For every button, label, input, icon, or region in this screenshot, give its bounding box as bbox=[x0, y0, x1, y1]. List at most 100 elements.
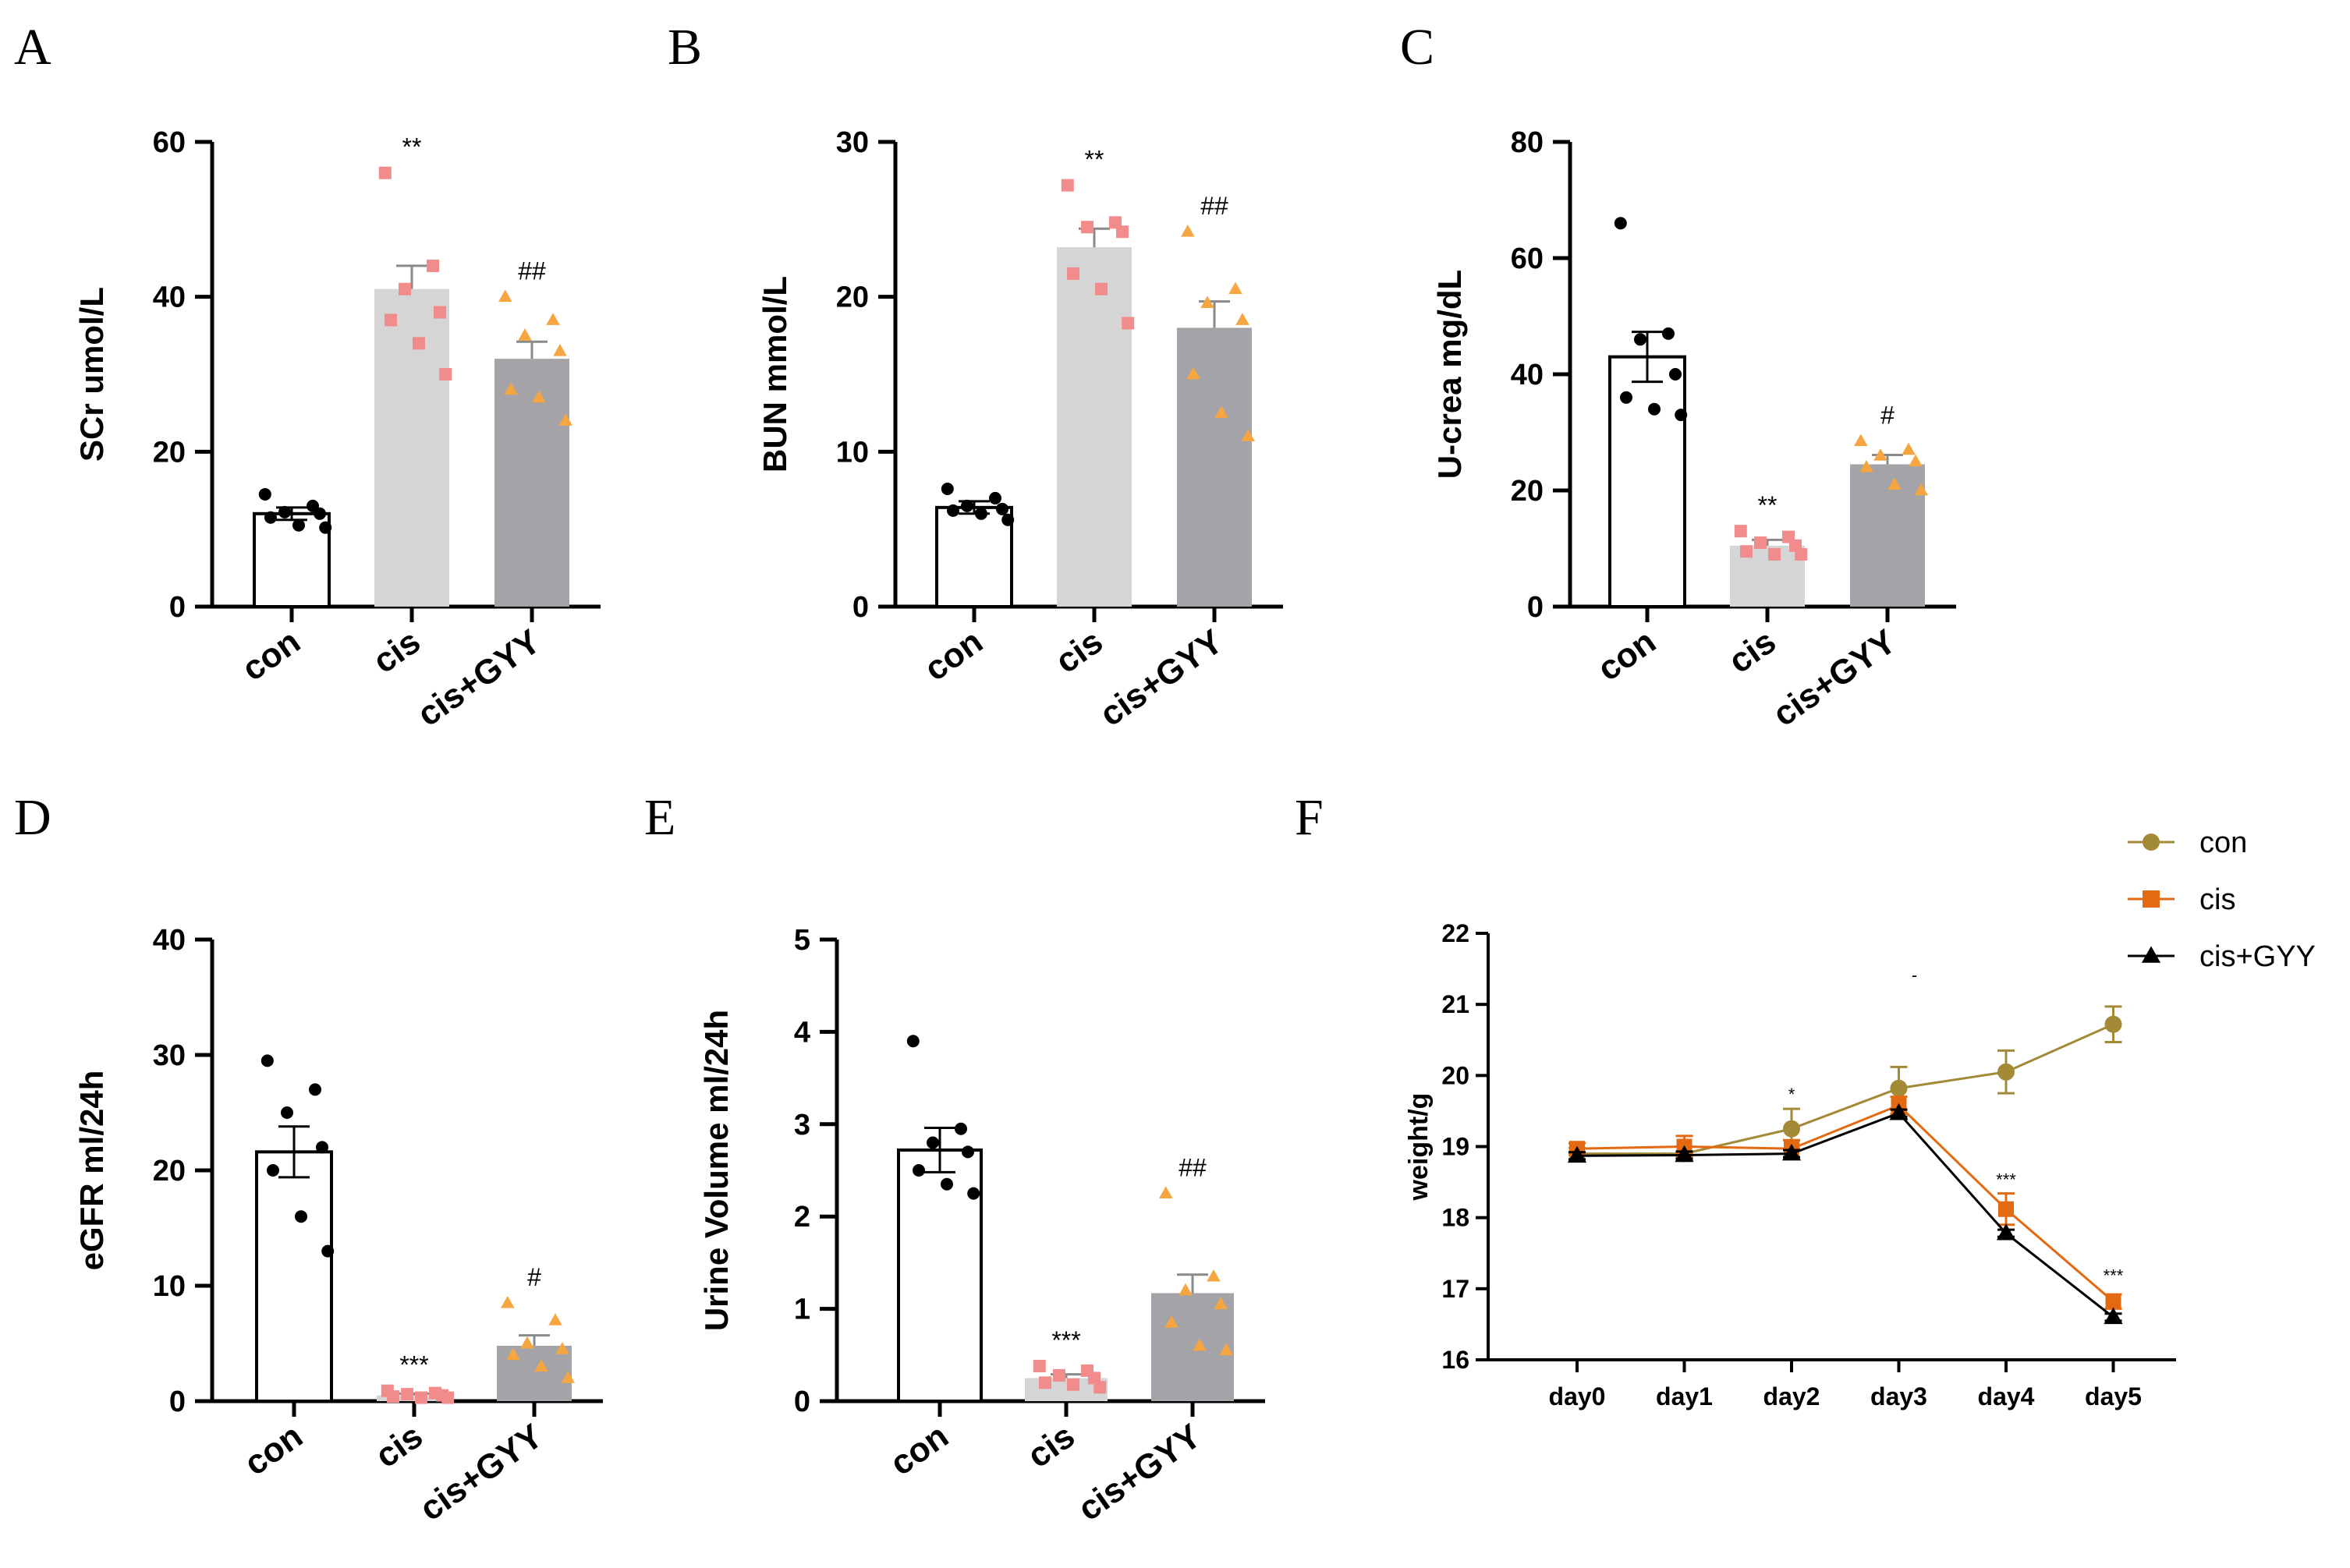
data-point bbox=[1053, 1368, 1065, 1382]
data-point bbox=[1675, 409, 1688, 422]
significance-label: ** bbox=[1085, 146, 1104, 174]
significance-label: * bbox=[1788, 1085, 1795, 1104]
panel-d: D 0 10 20 30 40 eGFR ml/24h con *** cis # cis+GYY bbox=[14, 789, 603, 1528]
data-point bbox=[1620, 391, 1632, 404]
x-category-label: con bbox=[884, 1417, 955, 1483]
data-point bbox=[1179, 1283, 1193, 1296]
data-point bbox=[385, 313, 397, 327]
y-tick-label: 3 bbox=[794, 1109, 810, 1141]
data-point bbox=[1067, 267, 1079, 280]
x-category-label: cis+GYY bbox=[410, 622, 547, 734]
data-point bbox=[434, 306, 446, 319]
data-point bbox=[548, 1313, 562, 1326]
x-category-label: con bbox=[1591, 622, 1663, 688]
significance-label: ## bbox=[518, 257, 546, 285]
bar-con bbox=[897, 1148, 983, 1403]
data-point bbox=[1200, 296, 1214, 309]
data-point bbox=[378, 166, 392, 179]
x-category-label: cis bbox=[1722, 622, 1783, 681]
bar-con bbox=[255, 1150, 333, 1403]
data-point bbox=[1039, 1376, 1051, 1389]
data-point bbox=[321, 1244, 335, 1258]
data-point bbox=[261, 1054, 274, 1067]
data-point bbox=[1873, 448, 1887, 461]
data-point bbox=[1193, 1338, 1207, 1351]
data-point bbox=[1219, 1343, 1233, 1356]
data-point bbox=[1164, 1315, 1179, 1328]
data-point bbox=[546, 313, 560, 325]
data-point bbox=[264, 511, 277, 524]
significance-label: *** bbox=[1051, 1326, 1080, 1354]
y-axis-label: U-crea mg/dL bbox=[1431, 270, 1468, 479]
panel-letter: F bbox=[1295, 789, 1324, 846]
y-axis-label: eGFR ml/24h bbox=[73, 1071, 110, 1271]
panel-b: B 0 10 20 30 BUN mmol/L con ** cis ## cis+GYY bbox=[668, 19, 1283, 734]
series-point bbox=[1781, 1143, 1802, 1161]
data-point bbox=[996, 502, 1008, 515]
data-point bbox=[278, 505, 291, 519]
data-point bbox=[906, 1035, 920, 1048]
data-point bbox=[1214, 1297, 1228, 1310]
data-point bbox=[415, 1391, 427, 1404]
x-category-label: cis bbox=[367, 622, 427, 681]
data-point bbox=[1902, 442, 1916, 455]
bar-cis-gyy bbox=[494, 359, 569, 607]
data-point bbox=[955, 1122, 967, 1135]
series-point bbox=[1567, 1145, 1587, 1163]
y-tick-label: 20 bbox=[1511, 475, 1544, 508]
data-point bbox=[314, 507, 326, 520]
panel-letter: E bbox=[644, 789, 675, 846]
y-tick-label: 40 bbox=[153, 281, 186, 314]
series-line-cis-gyy bbox=[1576, 1111, 2114, 1318]
legend-label: con bbox=[2199, 826, 2247, 859]
data-point bbox=[558, 413, 572, 426]
y-tick-label: 10 bbox=[836, 436, 869, 469]
data-point bbox=[1887, 477, 1902, 490]
data-point bbox=[1909, 454, 1923, 467]
y-tick-label: 1 bbox=[794, 1294, 810, 1326]
y-tick-label: 60 bbox=[1511, 242, 1544, 275]
data-point bbox=[555, 1342, 569, 1354]
legend-marker bbox=[2143, 834, 2160, 851]
y-tick-label: 17 bbox=[1441, 1275, 1469, 1303]
data-point bbox=[1648, 402, 1661, 416]
series-point bbox=[1890, 1079, 1908, 1097]
data-point bbox=[441, 1391, 455, 1404]
y-tick-label: 20 bbox=[1441, 1061, 1469, 1089]
data-point bbox=[1061, 179, 1074, 192]
legend-marker bbox=[2141, 946, 2161, 963]
y-tick-label: 20 bbox=[153, 1155, 186, 1188]
significance-label: *** bbox=[399, 1351, 428, 1379]
x-tick-label: day2 bbox=[1763, 1382, 1820, 1410]
data-point bbox=[913, 1164, 925, 1177]
y-tick-label: 0 bbox=[1527, 591, 1544, 624]
data-point bbox=[1768, 547, 1781, 561]
panel-f: F 16 17 18 19 20 21 22 day0 day1 day2 day3 day4 day5 w… bbox=[1295, 789, 2316, 1410]
data-point bbox=[1081, 221, 1093, 234]
y-tick-label: 0 bbox=[852, 591, 869, 624]
data-point bbox=[975, 507, 987, 520]
stray-mark: - bbox=[1912, 965, 1917, 985]
bar-cis bbox=[1057, 247, 1132, 607]
data-point bbox=[1634, 333, 1646, 346]
x-tick-label: day4 bbox=[1978, 1382, 2035, 1410]
data-point bbox=[1122, 317, 1135, 330]
x-category-label: con bbox=[238, 1417, 310, 1483]
data-point bbox=[1854, 434, 1868, 447]
significance-label: ** bbox=[1758, 491, 1778, 519]
significance-label: *** bbox=[1996, 1170, 2016, 1190]
x-category-label: cis+GYY bbox=[1093, 622, 1229, 734]
data-point bbox=[989, 491, 1001, 504]
x-category-label: con bbox=[236, 622, 307, 688]
series-point bbox=[1996, 1223, 2016, 1241]
data-point bbox=[961, 499, 973, 512]
y-tick-label: 5 bbox=[794, 924, 810, 957]
data-point bbox=[1116, 225, 1129, 239]
data-point bbox=[962, 1145, 974, 1159]
legend-marker bbox=[2143, 890, 2160, 908]
y-tick-label: 80 bbox=[1511, 126, 1544, 159]
significance-label: ** bbox=[402, 133, 422, 161]
y-tick-label: 21 bbox=[1441, 990, 1469, 1018]
data-point bbox=[1754, 536, 1767, 550]
y-axis-label: BUN mmol/L bbox=[757, 276, 793, 473]
